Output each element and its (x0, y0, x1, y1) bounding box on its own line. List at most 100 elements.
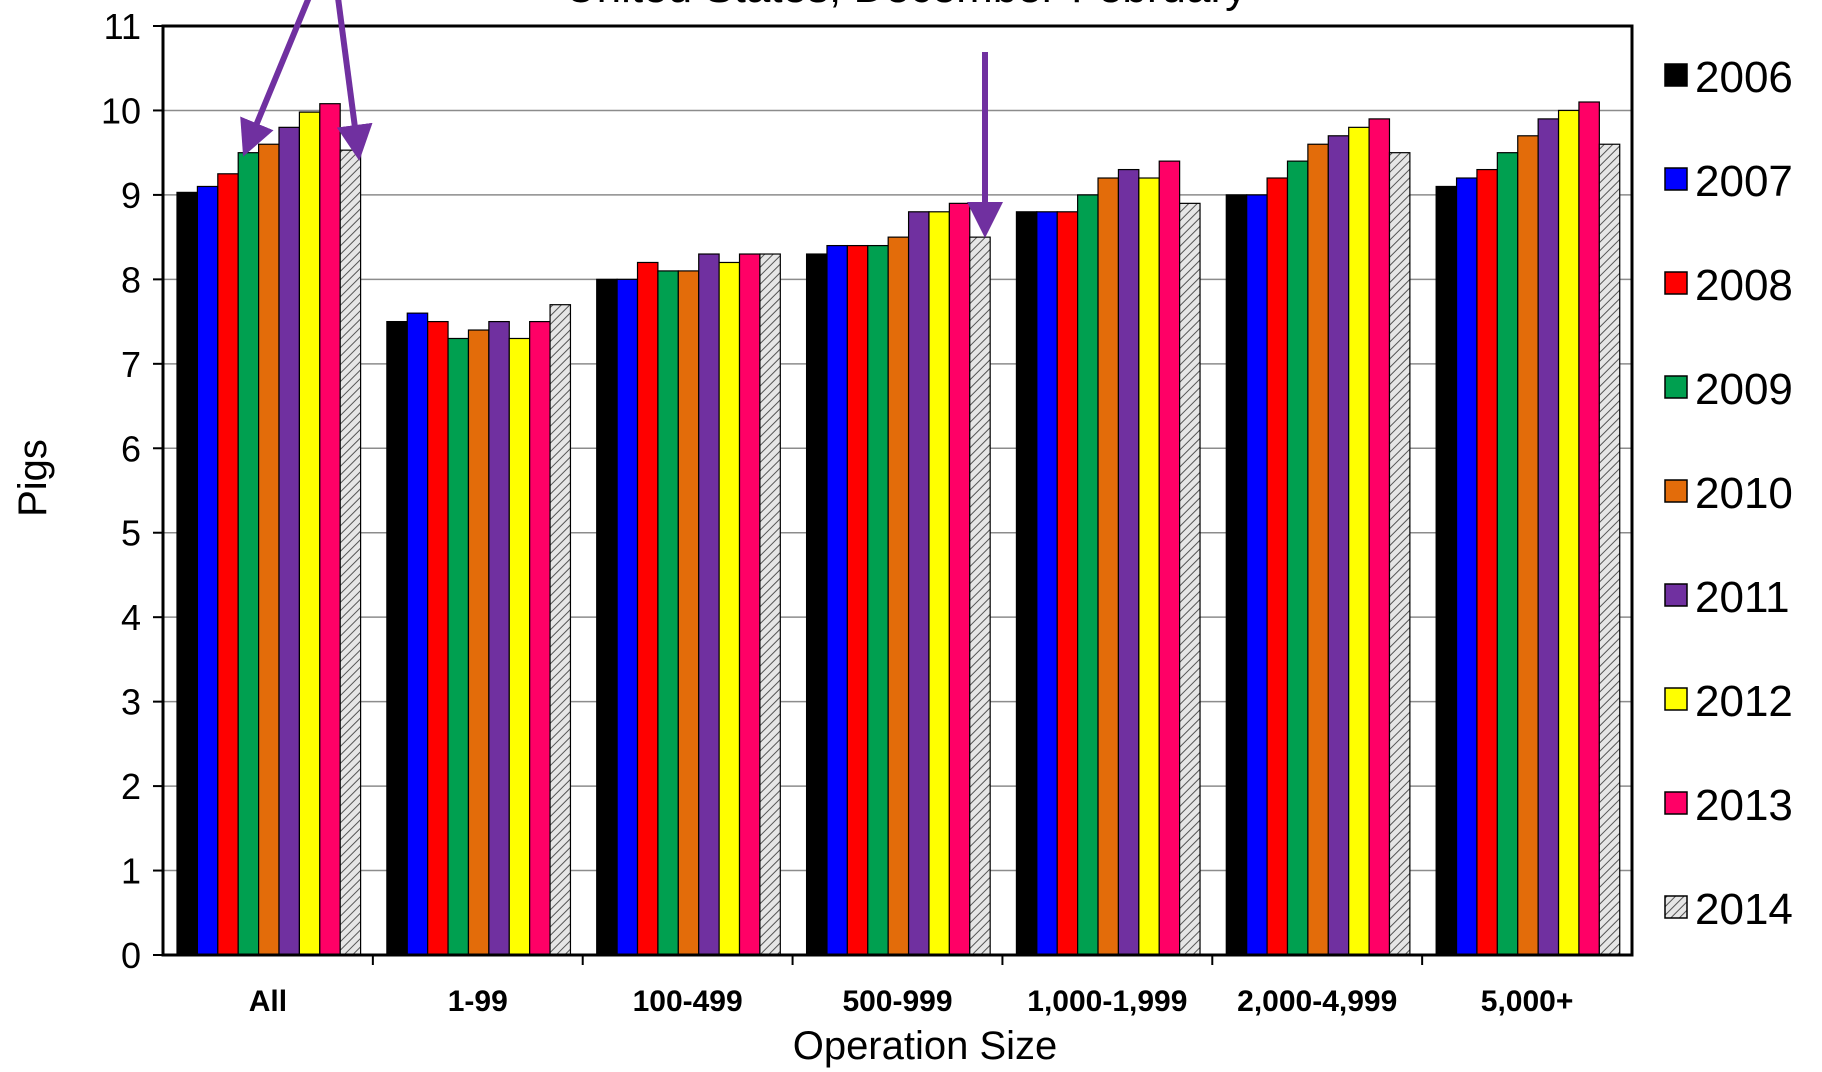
bar-2007-5 (1246, 194, 1268, 956)
bar-2011-4 (1117, 168, 1140, 956)
x-category-label: All (249, 985, 287, 1018)
bar-2013-3 (948, 202, 971, 956)
legend-label-2009: 2009 (1695, 365, 1793, 414)
bars-group (176, 101, 1621, 956)
bar-2012-3 (928, 211, 950, 956)
legend-label-2011: 2011 (1695, 573, 1790, 622)
y-tick-label: 7 (121, 344, 141, 385)
bar-2013-5 (1368, 118, 1391, 956)
bar-2014-2 (759, 253, 781, 956)
bar-2013-2 (738, 253, 761, 956)
bar-2010-5 (1307, 143, 1329, 956)
bar-2008-0 (217, 173, 239, 956)
bar-2013-6 (1578, 101, 1600, 956)
legend-label-2010: 2010 (1695, 469, 1793, 518)
bar-2010-6 (1517, 135, 1539, 956)
legend-label-2013: 2013 (1695, 781, 1793, 830)
x-axis-title: Operation Size (793, 1024, 1058, 1068)
legend-swatch-2008 (1664, 271, 1688, 295)
y-tick-label: 3 (121, 682, 141, 723)
bar-2010-1 (467, 329, 490, 956)
bar-2013-4 (1158, 160, 1181, 956)
bar-2014-5 (1388, 152, 1411, 956)
arrow-to-all-2014 (335, 0, 373, 161)
bar-2009-0 (237, 152, 260, 956)
legend-swatch-2010 (1664, 479, 1688, 503)
bar-2013-1 (529, 320, 551, 956)
bar-2006-6 (1435, 185, 1458, 956)
bar-2009-6 (1496, 152, 1519, 956)
bar-2010-4 (1097, 177, 1120, 956)
bar-2009-2 (657, 270, 679, 956)
bar-2011-5 (1327, 135, 1350, 956)
arrow-to-all-2009 (240, 0, 312, 157)
legend-swatch-2006 (1664, 63, 1688, 87)
annotation-arrows (240, 0, 1003, 238)
y-tick-label: 10 (101, 90, 141, 131)
x-category-label: 1-99 (448, 985, 508, 1018)
y-tick-label: 4 (121, 597, 141, 638)
x-category-label: 500-999 (842, 985, 952, 1018)
y-tick-label: 9 (121, 175, 141, 216)
y-axis: 0 1 2 3 4 5 6 7 8 9 10 11 (101, 6, 163, 976)
legend-label-2012: 2012 (1695, 677, 1793, 726)
plot-area-frame (161, 24, 1634, 957)
bar-2011-2 (698, 253, 720, 956)
y-tick-label: 0 (121, 935, 141, 976)
bar-2014-4 (1179, 202, 1201, 956)
bar-2006-2 (596, 278, 618, 956)
legend-swatch-2014 (1664, 895, 1688, 919)
bar-2009-5 (1286, 160, 1309, 956)
bar-2014-0 (339, 149, 362, 956)
legend-label-2008: 2008 (1695, 261, 1793, 310)
x-category-label: 1,000-1,999 (1027, 985, 1187, 1018)
bar-2010-2 (677, 270, 700, 956)
bar-2008-1 (427, 320, 449, 956)
bar-2008-6 (1476, 168, 1498, 956)
bar-2008-2 (636, 261, 659, 956)
x-category-label: 2,000-4,999 (1237, 985, 1397, 1018)
legend-label-2014: 2014 (1695, 885, 1793, 934)
bar-2007-2 (616, 278, 639, 956)
bar-2007-4 (1036, 211, 1058, 956)
bar-2013-0 (319, 103, 341, 956)
bar-2012-1 (508, 337, 531, 956)
bar-2008-3 (846, 244, 869, 956)
y-tick-label: 11 (104, 6, 141, 47)
bar-2014-3 (969, 236, 991, 956)
x-category-label: 5,000+ (1481, 985, 1574, 1018)
bar-2007-3 (826, 244, 848, 956)
bar-2006-1 (386, 320, 408, 956)
legend-swatch-2013 (1664, 791, 1688, 815)
legend-label-2006: 2006 (1695, 53, 1793, 102)
bar-2008-4 (1056, 211, 1079, 956)
bar-2009-3 (867, 244, 889, 956)
y-tick-label: 5 (121, 513, 141, 554)
bar-2011-1 (488, 320, 510, 956)
y-tick-label: 2 (121, 766, 141, 807)
bar-2009-1 (447, 337, 470, 956)
bar-2008-5 (1266, 177, 1289, 956)
bar-2012-4 (1138, 177, 1160, 956)
legend: 2006 2007 2008 2009 2010 2011 2012 2013 2014 (1664, 53, 1793, 934)
bar-2011-3 (907, 211, 930, 956)
bar-2014-1 (549, 304, 572, 956)
bar-2006-4 (1015, 211, 1038, 956)
legend-swatch-2011 (1664, 583, 1688, 607)
bar-2006-5 (1225, 194, 1248, 956)
x-category-label: 100-499 (633, 985, 743, 1018)
bar-2009-4 (1077, 194, 1099, 956)
bar-2007-6 (1455, 177, 1478, 956)
legend-swatch-2009 (1664, 375, 1688, 399)
bar-2014-6 (1598, 143, 1621, 956)
y-tick-label: 8 (121, 259, 141, 300)
bar-2011-6 (1537, 118, 1560, 956)
bar-2010-0 (258, 143, 280, 956)
legend-swatch-2007 (1664, 167, 1688, 191)
chart-title: United States, December-February (565, 0, 1247, 12)
bar-2010-3 (887, 236, 910, 956)
bar-2006-0 (176, 191, 198, 956)
y-tick-label: 6 (121, 428, 141, 469)
x-axis: All 1-99 100-499 500-999 1,000-1,999 2,000-4,… (249, 955, 1574, 1018)
bar-2012-6 (1557, 109, 1580, 956)
